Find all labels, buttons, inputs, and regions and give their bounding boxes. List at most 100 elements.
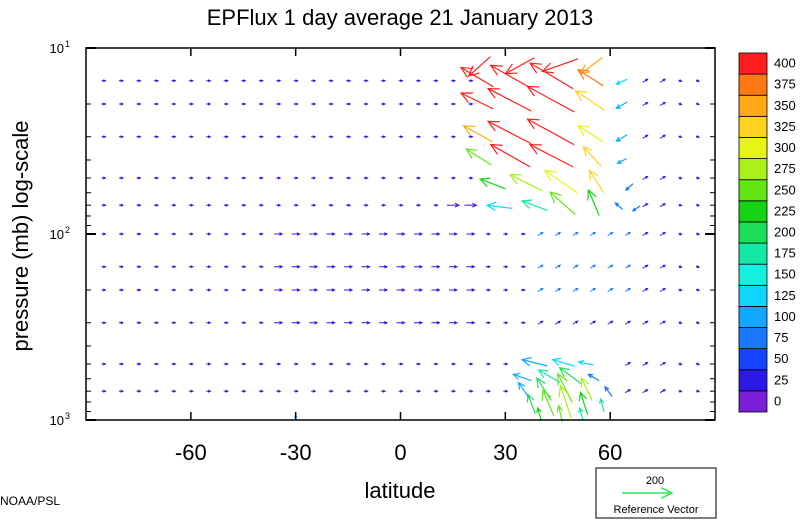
field-arrow (363, 389, 369, 393)
field-arrow (171, 203, 177, 207)
field-arrow (118, 176, 125, 180)
field-arrow (433, 102, 439, 106)
field-arrow (101, 102, 107, 106)
y-tick-label: 10 1 (50, 39, 70, 56)
field-arrow (206, 389, 212, 393)
field-arrow (118, 265, 125, 269)
field-arrow (659, 287, 667, 292)
field-arrow (659, 78, 667, 83)
field-arrow (678, 102, 683, 106)
field-arrow (450, 176, 457, 180)
field-arrow (642, 231, 649, 236)
field-arrow (293, 79, 299, 83)
field-arrow (695, 203, 701, 207)
field-arrow (466, 320, 476, 325)
field-arrow (468, 102, 474, 106)
y-tick-exponent: 1 (65, 39, 70, 49)
field-arrow (136, 203, 142, 207)
field-arrow (118, 362, 125, 366)
field-arrow (448, 264, 459, 269)
field-arrow (678, 232, 683, 236)
field-arrow (607, 287, 614, 292)
field-arrow (346, 102, 352, 106)
field-arrow (171, 265, 177, 269)
x-axis-label: latitude (365, 478, 436, 503)
field-arrow (276, 389, 282, 393)
field-arrow (659, 231, 667, 236)
field-arrow (589, 264, 597, 269)
field-arrow (136, 176, 142, 180)
field-arrow (520, 232, 526, 236)
field-arrow (188, 203, 194, 207)
colorbar-label: 75 (774, 330, 788, 345)
y-tick-base: 10 (50, 227, 64, 242)
flux-arrow (631, 205, 641, 212)
field-arrow (589, 231, 597, 236)
field-arrow (624, 231, 632, 236)
field-arrow (554, 287, 562, 292)
flux-arrow (578, 391, 589, 416)
field-arrow (695, 135, 701, 139)
field-arrow (607, 264, 614, 269)
field-arrow (572, 231, 579, 236)
field-arrow (381, 102, 387, 106)
field-arrow (309, 320, 319, 325)
field-arrow (136, 321, 142, 325)
field-arrow (642, 78, 649, 83)
y-tick-label: 10 3 (50, 411, 70, 428)
flux-arrow (465, 148, 492, 166)
field-arrow (328, 362, 334, 366)
flux-arrow (462, 125, 493, 143)
flux-arrow (556, 404, 563, 422)
field-arrow (381, 389, 387, 393)
field-arrow (206, 176, 212, 180)
reference-arrow-shape (622, 487, 674, 499)
flux-arrow (615, 78, 628, 85)
field-arrow (188, 79, 194, 83)
field-arrow (206, 265, 212, 269)
field-arrow (695, 265, 701, 269)
field-arrow (153, 232, 160, 236)
field-arrow (171, 135, 177, 139)
field-arrow (101, 362, 107, 366)
field-arrow (624, 361, 632, 366)
field-arrow (328, 176, 334, 180)
field-arrow (415, 135, 422, 139)
field-arrow (678, 79, 683, 83)
flux-arrow (467, 56, 491, 77)
field-arrow (537, 320, 544, 325)
colorbar-label: 25 (774, 372, 788, 387)
field-arrow (188, 176, 194, 180)
field-arrow (241, 135, 247, 139)
field-arrow (101, 288, 107, 292)
flux-arrow (543, 169, 578, 194)
field-arrow (379, 320, 389, 325)
field-arrow (241, 203, 247, 207)
colorbar-label: 325 (774, 119, 796, 134)
field-arrow (276, 102, 282, 106)
field-arrow (101, 203, 107, 207)
field-arrow (101, 79, 107, 83)
flux-arrow (579, 57, 603, 75)
field-arrow (118, 232, 125, 236)
field-arrow (450, 79, 457, 83)
flux-arrow (459, 92, 494, 110)
colorbar-swatch (738, 115, 768, 138)
field-arrow (413, 264, 424, 269)
reference-value: 200 (646, 475, 664, 487)
field-arrow (695, 362, 701, 366)
field-arrow (291, 288, 301, 292)
field-arrow (241, 176, 247, 180)
flux-arrow (577, 359, 594, 366)
field-arrow (136, 389, 142, 393)
field-arrow (171, 389, 177, 393)
field-arrow (695, 389, 701, 393)
field-arrow (398, 176, 404, 180)
field-arrow (206, 288, 212, 292)
field-arrow (554, 264, 562, 269)
field-arrow (101, 265, 107, 269)
field-arrow (171, 232, 177, 236)
colorbar-swatch (738, 94, 768, 117)
field-arrow (223, 362, 229, 366)
field-arrow (448, 320, 459, 325)
